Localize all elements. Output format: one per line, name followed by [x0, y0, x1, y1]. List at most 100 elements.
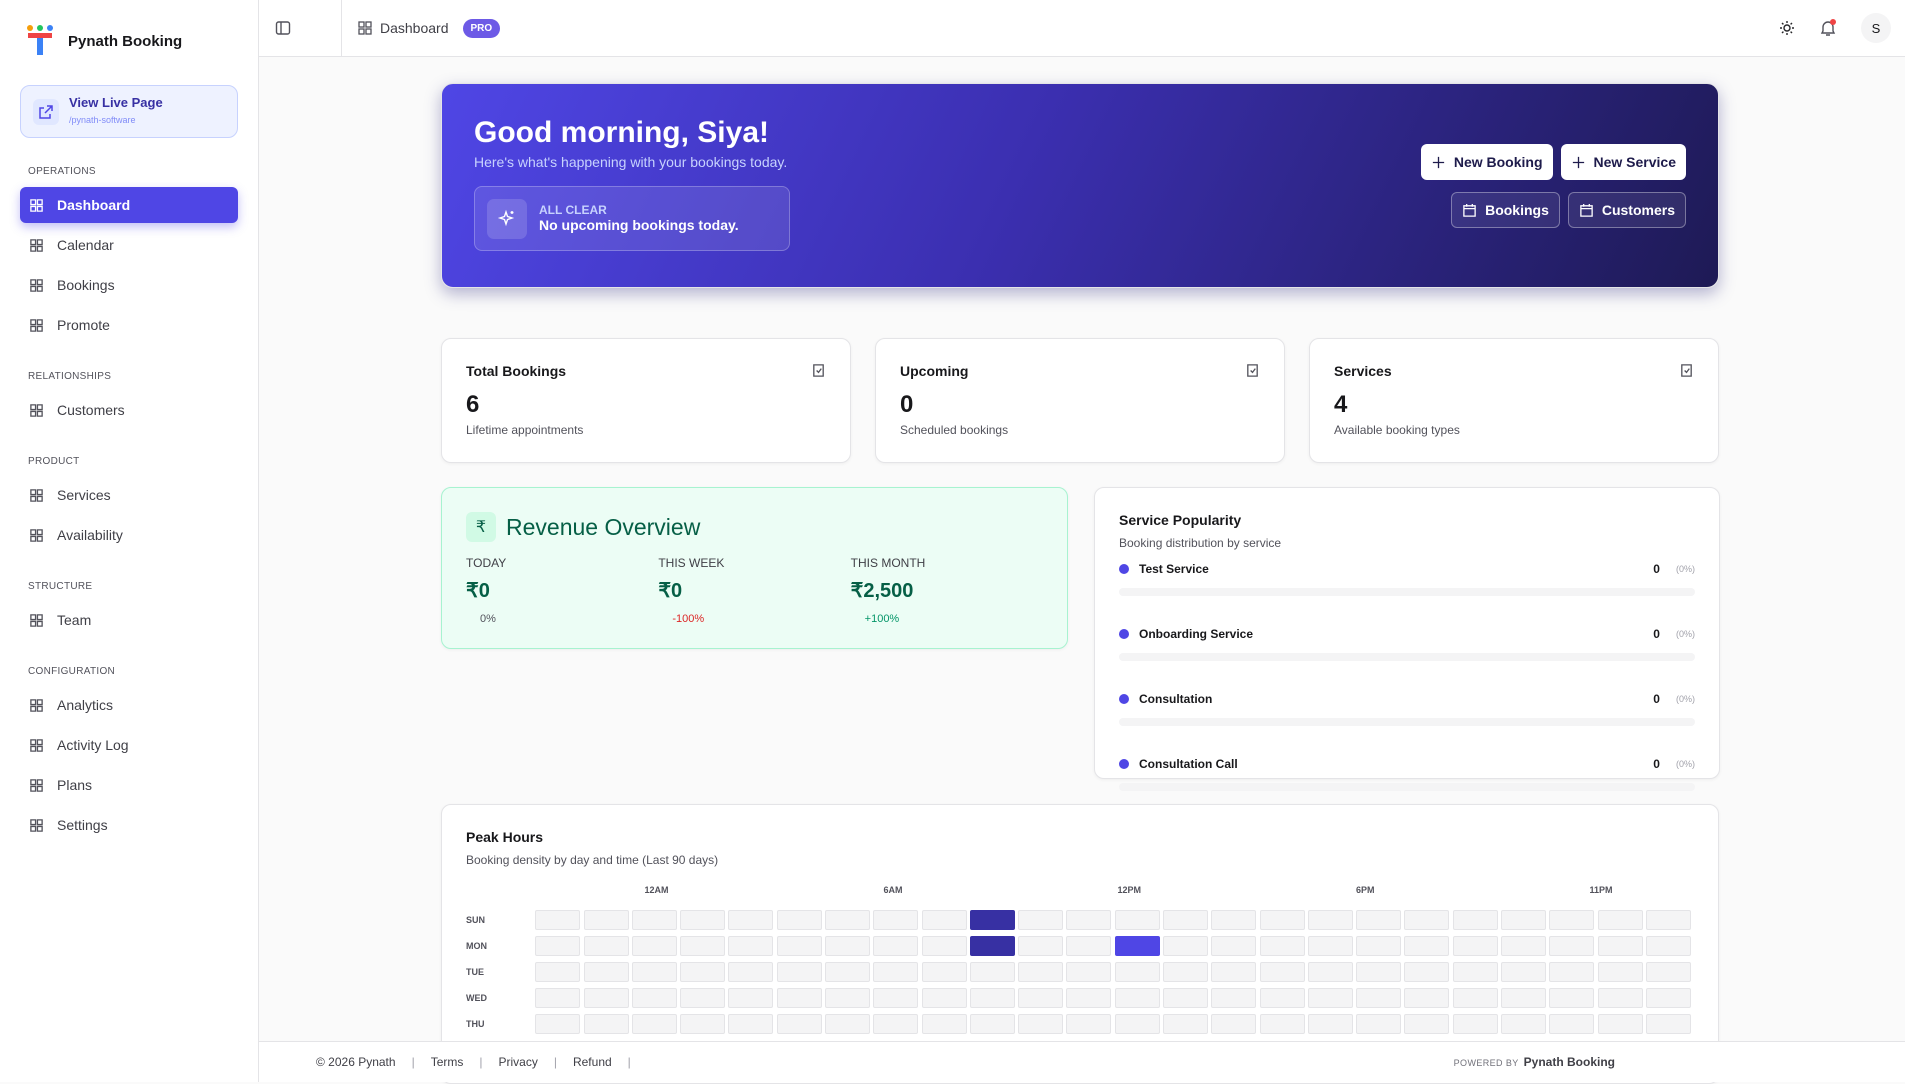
heatmap-cell	[1356, 988, 1402, 1008]
heatmap-cell	[1597, 910, 1643, 930]
heatmap-cell	[1259, 910, 1305, 930]
heatmap-cell	[728, 962, 774, 982]
theme-toggle[interactable]	[1779, 20, 1795, 36]
hour-label: 12PM	[1117, 885, 1141, 895]
nav-label: Dashboard	[57, 197, 131, 213]
brand[interactable]: Pynath Booking	[20, 0, 238, 82]
heatmap-cell	[1163, 962, 1208, 982]
heatmap-cell	[1500, 988, 1546, 1008]
live-title: View Live Page	[69, 95, 163, 110]
nav-item[interactable]: Dashboard	[20, 187, 238, 223]
footer-link[interactable]: Terms	[430, 1055, 464, 1069]
heatmap-cell	[1452, 962, 1498, 982]
button-label: New Service	[1593, 154, 1677, 170]
nav-item[interactable]: Promote	[20, 307, 238, 343]
service-dot	[1119, 694, 1129, 704]
day-label: THU	[466, 1019, 485, 1029]
heatmap-cell	[776, 962, 822, 982]
view-live-page[interactable]: View Live Page/pynath-software	[20, 85, 238, 138]
service-count: 0	[1653, 627, 1660, 641]
heatmap-cell	[873, 936, 919, 956]
heatmap-cell	[873, 988, 919, 1008]
heatmap-cell	[631, 936, 677, 956]
stat-caption: Scheduled bookings	[900, 423, 1009, 437]
nav-item[interactable]: Settings	[20, 807, 238, 843]
heatmap-cell	[1404, 910, 1450, 930]
heatmap-cell	[1066, 988, 1112, 1008]
powered-label: POWERED BY	[1453, 1058, 1519, 1068]
nav-item[interactable]: Plans	[20, 767, 238, 803]
heatmap-cell	[969, 910, 1015, 930]
heatmap-cell	[1163, 1014, 1208, 1034]
hour-label: 12AM	[644, 885, 669, 895]
heatmap-cell	[1066, 1014, 1112, 1034]
icon	[30, 238, 43, 252]
heatmap-cell	[825, 910, 871, 930]
link-button[interactable]: Customers	[1567, 192, 1686, 228]
heatmap-cell	[1452, 1014, 1498, 1034]
stat-value: 6	[466, 391, 480, 418]
nav-item[interactable]: Analytics	[20, 687, 238, 723]
footer-link[interactable]: Refund	[572, 1055, 612, 1069]
share-track	[1119, 783, 1695, 791]
heatmap-cell	[1307, 1014, 1353, 1034]
nav-label: Customers	[57, 402, 125, 418]
icon	[30, 278, 43, 292]
heatmap-cell	[921, 962, 967, 982]
icon	[1463, 203, 1476, 217]
footer: © 2026 Pynath | Terms | Privacy | Refund | POW…	[259, 1041, 1905, 1082]
copyright: © 2026 Pynath	[316, 1055, 396, 1069]
nav-item[interactable]: Customers	[20, 392, 238, 428]
action-button[interactable]: New Booking	[1420, 144, 1553, 180]
notifications[interactable]	[1819, 19, 1837, 37]
hero: Good morning, Siya! Here's what's happen…	[441, 83, 1719, 288]
heatmap-row: SUN	[466, 907, 1694, 933]
heatmap-cell	[1500, 910, 1546, 930]
nav-item[interactable]: Services	[20, 477, 238, 513]
revenue-period: TODAY ₹0 0%	[466, 554, 658, 627]
nav-item[interactable]: Availability	[20, 517, 238, 553]
section-label: STRUCTURE	[28, 581, 93, 592]
sidebar-toggle[interactable]	[275, 20, 291, 36]
heatmap-cell	[1163, 988, 1208, 1008]
stat-card: Total Bookings 6 Lifetime appointments	[441, 338, 851, 463]
heatmap-cell	[1404, 936, 1450, 956]
top-bar: Dashboard PRO S	[259, 0, 1905, 57]
heatmap-row: WED	[466, 985, 1694, 1011]
heatmap-cell	[1211, 962, 1257, 982]
section-label: CONFIGURATION	[28, 666, 116, 677]
service-name: Consultation	[1139, 692, 1213, 706]
heatmap-cell	[1211, 988, 1257, 1008]
heatmap-cell	[1066, 910, 1112, 930]
nav-item[interactable]: Bookings	[20, 267, 238, 303]
heatmap-cell	[1114, 936, 1160, 956]
heatmap-cell	[1404, 962, 1450, 982]
heatmap-cell	[1307, 988, 1353, 1008]
action-button[interactable]: New Service	[1560, 144, 1686, 180]
stat-caption: Lifetime appointments	[466, 423, 584, 437]
service-count: 0	[1653, 757, 1660, 771]
separator: |	[627, 1055, 631, 1069]
heatmap-cell	[1597, 988, 1643, 1008]
footer-link[interactable]: Privacy	[498, 1055, 538, 1069]
link-button[interactable]: Bookings	[1451, 192, 1560, 228]
nav-item[interactable]: Activity Log	[20, 727, 238, 763]
heatmap-cell	[1404, 988, 1450, 1008]
service-header: Onboarding Service 0 (0%)	[1119, 627, 1695, 641]
service-dot	[1119, 759, 1129, 769]
brand-name: Pynath Booking	[68, 32, 183, 50]
top-actions: S	[1779, 13, 1905, 43]
heatmap-cell	[921, 988, 967, 1008]
heatmap-cell	[1549, 910, 1595, 930]
nav-item[interactable]: Team	[20, 602, 238, 638]
share-track	[1119, 588, 1695, 596]
heatmap-cell	[1114, 910, 1160, 930]
heatmap-cell	[1066, 962, 1112, 982]
avatar[interactable]: S	[1861, 13, 1891, 43]
period-change: -100%	[672, 613, 705, 625]
nav-item[interactable]: Calendar	[20, 227, 238, 263]
heatmap-cell	[535, 936, 581, 956]
heatmap-cell	[1066, 936, 1112, 956]
heatmap-cell	[921, 910, 967, 930]
